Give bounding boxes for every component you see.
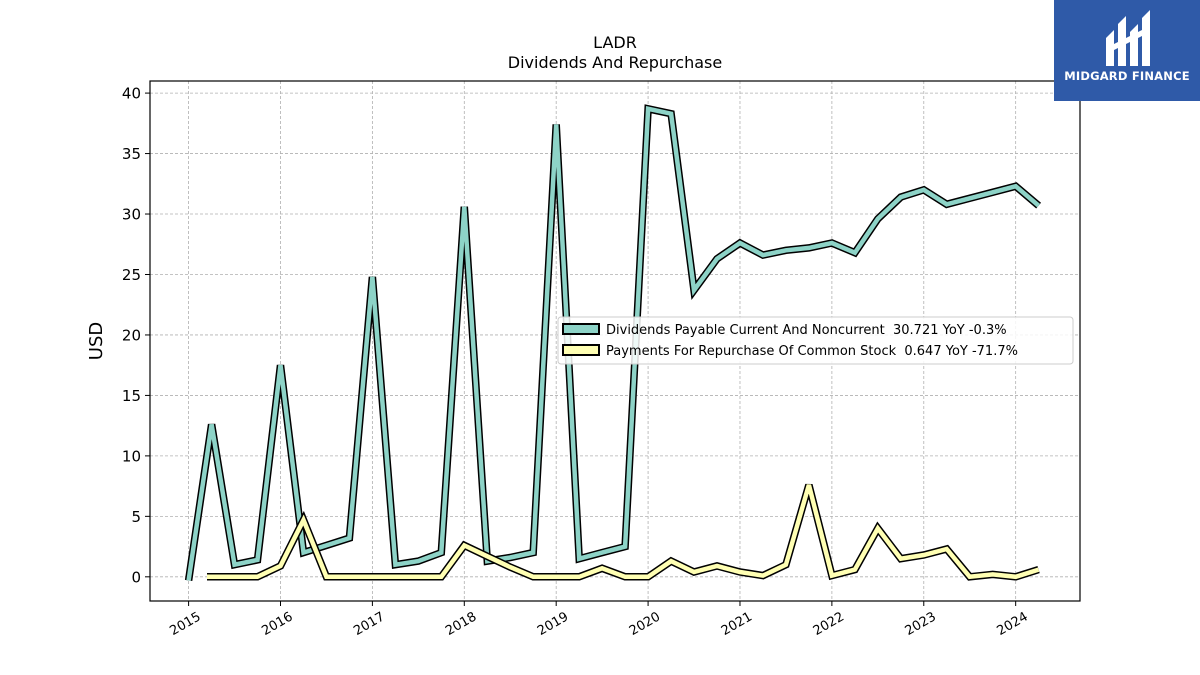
y-tick-label: 30 bbox=[122, 206, 141, 224]
legend-label-1: Dividends Payable Current And Noncurrent… bbox=[606, 323, 1007, 338]
x-tick-label: 2015 bbox=[167, 609, 203, 639]
x-tick-label: 2022 bbox=[811, 609, 847, 639]
x-tick-label: 2024 bbox=[995, 609, 1031, 639]
x-tick-label: 2019 bbox=[535, 609, 571, 639]
legend: Dividends Payable Current And Noncurrent… bbox=[557, 316, 1074, 365]
legend-box bbox=[557, 316, 1074, 365]
x-tick-label: 2018 bbox=[443, 609, 479, 639]
midgard-finance-logo: MIDGARD FINANCE bbox=[1054, 0, 1200, 101]
chart-title: LADR bbox=[593, 33, 637, 52]
series-line-2 bbox=[207, 484, 1040, 580]
logo-text: MIDGARD FINANCE bbox=[1064, 69, 1190, 83]
legend-swatch-1 bbox=[562, 323, 600, 335]
y-tick-label: 15 bbox=[122, 387, 141, 405]
y-axis-label: USD bbox=[86, 322, 107, 360]
legend-label-2: Payments For Repurchase Of Common Stock … bbox=[606, 344, 1018, 359]
x-tick-label: 2016 bbox=[259, 609, 295, 639]
logo-mark-icon bbox=[1106, 10, 1150, 66]
x-tick-label: 2023 bbox=[903, 609, 939, 639]
y-tick-label: 10 bbox=[122, 447, 141, 465]
series-lines bbox=[184, 104, 1042, 581]
plot-frame bbox=[149, 80, 1081, 602]
y-tick-label: 25 bbox=[122, 266, 141, 284]
y-tick-label: 20 bbox=[122, 326, 141, 344]
y-tick-label: 35 bbox=[122, 145, 141, 163]
series-line-1 bbox=[186, 106, 1041, 581]
chart-subtitle: Dividends And Repurchase bbox=[508, 53, 722, 72]
legend-swatch-2 bbox=[562, 344, 600, 356]
x-tick-label: 2020 bbox=[627, 609, 663, 639]
x-tick-label: 2017 bbox=[351, 609, 387, 639]
y-tick-label: 0 bbox=[131, 568, 141, 586]
x-tick-label: 2021 bbox=[719, 609, 755, 639]
y-tick-label: 5 bbox=[131, 508, 141, 526]
y-tick-label: 40 bbox=[122, 85, 141, 103]
